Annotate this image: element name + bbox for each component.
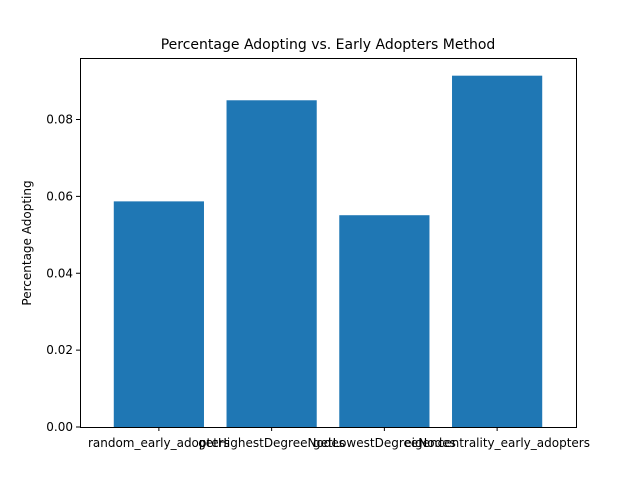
bar-2 [226,100,317,427]
x-tick-label: getHighestDegreeNodes [198,436,345,450]
bar-4 [452,75,543,428]
bar-3 [339,215,430,427]
x-tick-label: eigencentrality_early_adopters [404,436,590,450]
x-tick-label: random_early_adopters [88,436,230,450]
bar-1 [113,201,204,427]
x-tick-label: getLowestDegreeNodes [313,436,456,450]
y-tick-label: 0.04 [46,266,73,280]
plot-frame [80,58,577,428]
y-tick-label: 0.06 [46,189,73,203]
y-tick-label: 0.02 [46,343,73,357]
x-axis-ticks: random_early_adoptersgetHighestDegreeNod… [88,427,590,450]
y-tick-label: 0.00 [46,420,73,434]
y-tick-label: 0.08 [46,113,73,127]
y-axis-ticks: 0.00 0.02 0.04 0.06 0.08 [46,113,80,434]
chart-title: Percentage Adopting vs. Early Adopters M… [161,37,496,53]
y-axis-label: Percentage Adopting [20,180,34,305]
bars-group [113,75,543,428]
